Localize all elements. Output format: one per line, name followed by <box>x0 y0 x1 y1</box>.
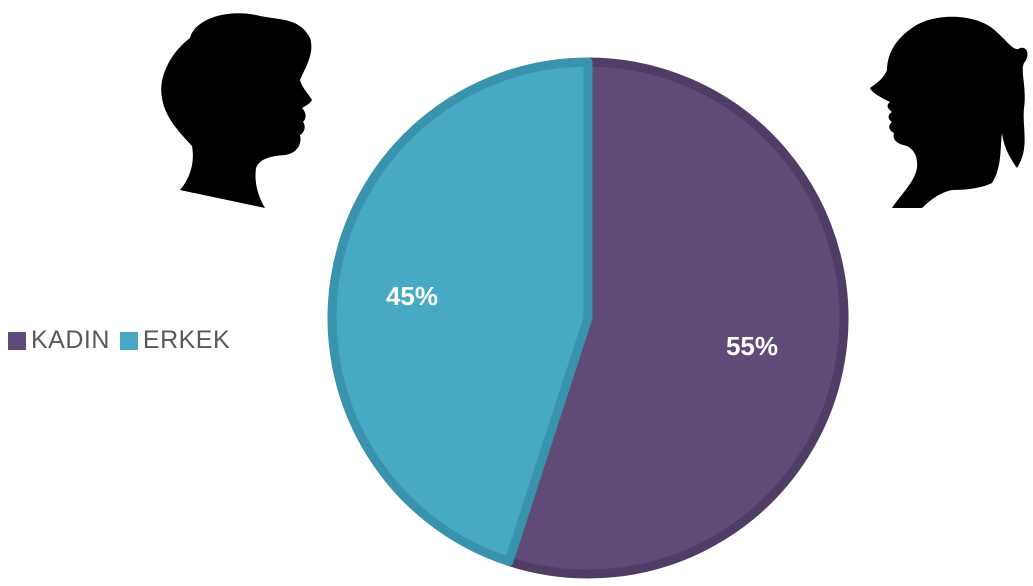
data-label-kadin: 55% <box>726 331 778 361</box>
legend-label-erkek: ERKEK <box>142 326 231 354</box>
pie-slice-kadin <box>504 57 849 579</box>
legend-swatch-erkek <box>119 331 138 350</box>
male-head-silhouette-icon <box>161 13 312 209</box>
pie-slices <box>327 57 849 579</box>
pie-slice-erkek <box>327 57 593 566</box>
legend-swatch-kadin <box>8 331 26 350</box>
pie-labels: 55% 45% <box>386 281 778 361</box>
legend-item-kadin: KADIN <box>8 326 110 355</box>
legend: KADIN ERKEK <box>8 326 230 355</box>
data-label-erkek: 45% <box>386 281 438 311</box>
legend-item-erkek: ERKEK <box>119 326 231 355</box>
female-head-silhouette-icon <box>870 16 1028 208</box>
legend-label-kadin: KADIN <box>31 326 110 354</box>
